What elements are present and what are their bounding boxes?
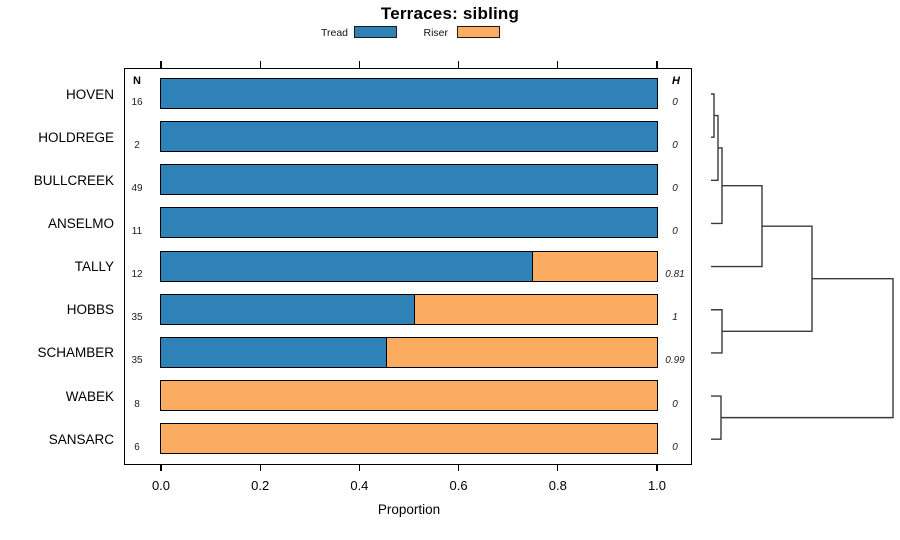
bar bbox=[159, 336, 658, 368]
x-axis-title: Proportion bbox=[377, 502, 441, 517]
dendrogram-link bbox=[711, 114, 719, 181]
bar bbox=[159, 380, 658, 412]
bar bbox=[159, 164, 658, 196]
n-column-header: N bbox=[133, 75, 141, 87]
legend-label-riser: Riser bbox=[423, 27, 448, 39]
bar-segment-riser bbox=[160, 424, 657, 454]
bar bbox=[159, 78, 658, 109]
bar bbox=[159, 293, 658, 325]
top-tick bbox=[656, 61, 658, 68]
n-value: 2 bbox=[134, 139, 140, 151]
h-value: 0 bbox=[672, 182, 678, 194]
n-value: 12 bbox=[131, 269, 143, 281]
x-tick bbox=[358, 465, 361, 471]
bar-segment-tread bbox=[160, 294, 416, 324]
bar bbox=[159, 207, 658, 239]
x-tick-label: 0.8 bbox=[548, 478, 567, 493]
h-value: 0 bbox=[672, 398, 678, 410]
h-value: 0 bbox=[672, 225, 678, 237]
row-label: SANSARC bbox=[48, 431, 114, 447]
x-tick-label: 0.0 bbox=[151, 478, 171, 493]
n-value: 35 bbox=[131, 312, 143, 324]
bar bbox=[159, 121, 658, 153]
bar-segment-riser bbox=[415, 294, 657, 324]
top-tick bbox=[457, 61, 460, 68]
x-tick bbox=[557, 465, 559, 471]
n-value: 6 bbox=[134, 441, 140, 453]
h-column-header: H bbox=[672, 75, 680, 87]
bar bbox=[159, 423, 658, 455]
x-tick bbox=[457, 465, 460, 471]
n-value: 8 bbox=[134, 398, 140, 410]
x-tick-label: 0.6 bbox=[449, 478, 468, 493]
top-tick bbox=[358, 61, 361, 68]
bar-segment-tread bbox=[160, 165, 657, 195]
x-tick bbox=[160, 465, 162, 471]
legend-swatch-tread bbox=[354, 26, 397, 38]
n-value: 11 bbox=[131, 225, 143, 237]
legend-swatch-riser bbox=[457, 26, 500, 38]
dendrogram-link bbox=[711, 184, 763, 268]
n-value: 49 bbox=[131, 182, 143, 194]
chart-title: Terraces: sibling bbox=[380, 4, 520, 23]
x-tick bbox=[259, 465, 261, 471]
top-tick bbox=[259, 61, 261, 68]
row-label: ANSELMO bbox=[47, 215, 114, 231]
top-tick bbox=[160, 61, 162, 68]
x-tick-label: 0.2 bbox=[251, 478, 270, 493]
dendrogram-link bbox=[711, 147, 723, 225]
row-label: HOBBS bbox=[66, 302, 114, 318]
dendrogram-link bbox=[721, 278, 894, 419]
dendrogram-link bbox=[711, 93, 715, 138]
row-label: TALLY bbox=[74, 259, 114, 275]
legend-label-tread: Tread bbox=[320, 27, 348, 39]
bar-segment-riser bbox=[160, 381, 657, 411]
h-value: 0 bbox=[672, 96, 678, 108]
h-value: 0.81 bbox=[665, 269, 685, 281]
row-label: BULLCREEK bbox=[33, 172, 114, 188]
row-label: SCHAMBER bbox=[37, 345, 114, 361]
n-value: 16 bbox=[131, 96, 143, 108]
row-label: HOVEN bbox=[65, 86, 114, 102]
x-tick-label: 0.4 bbox=[350, 478, 369, 493]
h-value: 0.99 bbox=[665, 355, 685, 367]
x-tick-label: 1.0 bbox=[647, 478, 667, 493]
h-value: 1 bbox=[672, 312, 678, 324]
row-label: WABEK bbox=[65, 388, 114, 404]
dendrogram-link bbox=[722, 225, 813, 333]
bar-segment-tread bbox=[160, 251, 533, 281]
dendrogram-link bbox=[711, 395, 722, 440]
bar-segment-tread bbox=[160, 122, 657, 152]
top-tick bbox=[557, 61, 559, 68]
bar-segment-tread bbox=[160, 79, 657, 108]
dendrogram-link bbox=[711, 309, 723, 354]
h-value: 0 bbox=[672, 441, 678, 453]
bar-segment-tread bbox=[160, 337, 388, 367]
x-tick bbox=[656, 465, 658, 471]
plot-area bbox=[124, 68, 692, 465]
n-value: 35 bbox=[131, 355, 143, 367]
row-label: HOLDREGE bbox=[38, 129, 114, 145]
bar-segment-tread bbox=[160, 208, 657, 238]
bar-segment-riser bbox=[532, 251, 657, 281]
bar-segment-riser bbox=[387, 337, 657, 367]
bar bbox=[159, 250, 658, 282]
h-value: 0 bbox=[672, 139, 678, 151]
